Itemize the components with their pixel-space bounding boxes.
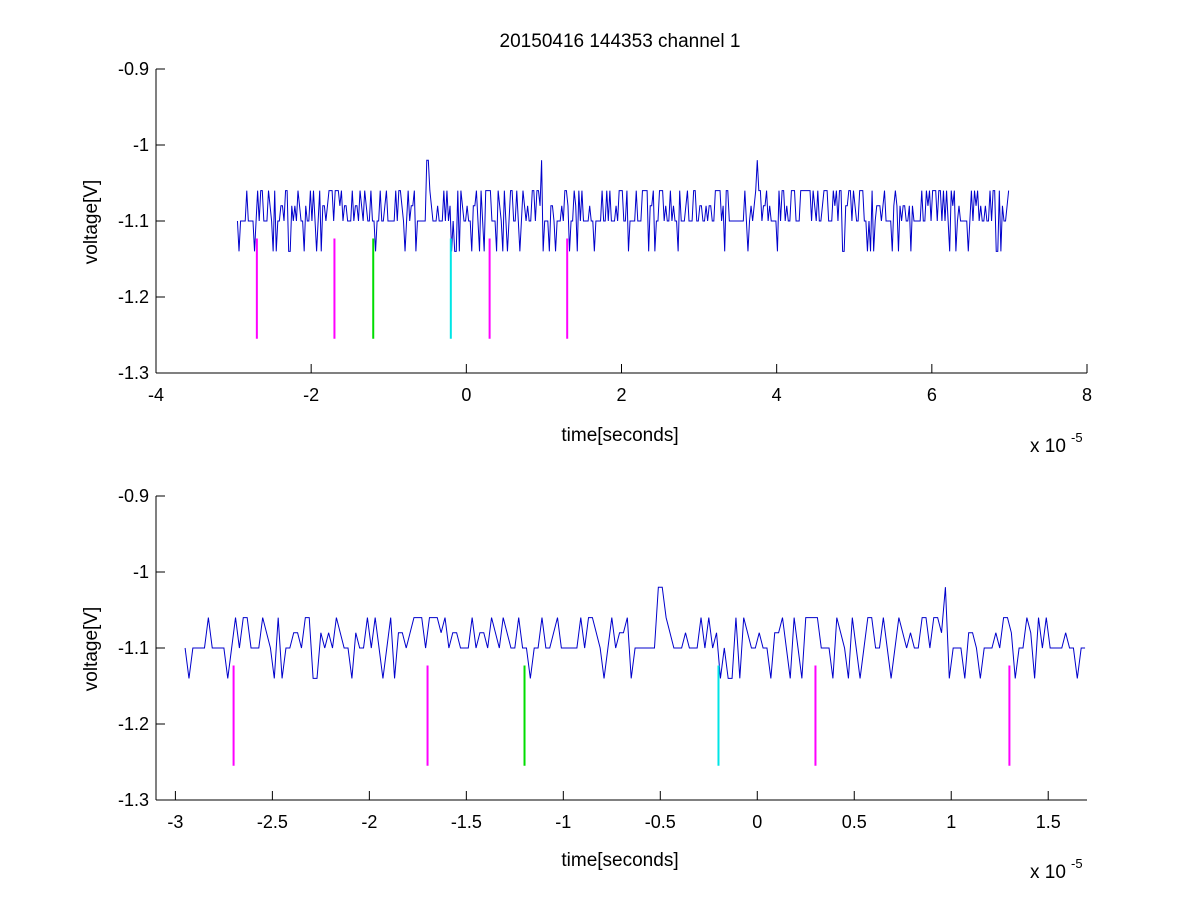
bottom-y-tick-label: -1.2 [118,714,149,734]
top-x-tick-label: 2 [616,385,626,405]
top-x-axis-label: time[seconds] [561,425,678,446]
bottom-x-tick-label: -3 [167,812,183,832]
bottom-y-axis-label: voltage[V] [81,607,102,692]
top-y-tick-label: -0.9 [118,59,149,79]
bottom-x-tick-label: -2 [361,812,377,832]
top-y-tick-label: -1.1 [118,211,149,231]
bottom-y-tick-label: -0.9 [118,486,149,506]
top-x-tick-label: 6 [927,385,937,405]
bottom-x-exponent: x 10 [1030,862,1066,883]
bottom-x-exponent-power: -5 [1071,856,1083,871]
bottom-x-tick-label: 0 [752,812,762,832]
bottom-x-tick-label: -2.5 [257,812,288,832]
bottom-plot: -3 -2.5 -2 -1.5 -1 -0.5 0 0.5 1 1.5 -1.3 -1.2 -1.1 -1… [118,486,1087,832]
bottom-x-tick-label: -1 [555,812,571,832]
top-y-axis-label: voltage[V] [81,180,102,265]
top-y-tick-label: -1.2 [118,287,149,307]
top-x-tick-label: 4 [772,385,782,405]
top-signal-line [236,159,1010,252]
top-x-exponent-power: -5 [1071,430,1083,445]
chart-title: 20150416 144353 channel 1 [500,31,741,52]
bottom-x-tick-label: 0.5 [842,812,867,832]
bottom-x-tick-label: 1.5 [1036,812,1061,832]
bottom-y-tick-label: -1.3 [118,790,149,810]
bottom-x-tick-label: -1.5 [451,812,482,832]
top-y-tick-label: -1 [133,135,149,155]
top-y-tick-label: -1.3 [118,363,149,383]
top-x-tick-label: 8 [1082,385,1092,405]
bottom-x-tick-label: 1 [946,812,956,832]
top-plot: -4 -2 0 2 4 6 8 -1.3 -1.2 -1.1 -1 -0.9 [118,59,1092,405]
top-x-tick-label: 0 [461,385,471,405]
bottom-x-axis-label: time[seconds] [561,850,678,871]
bottom-x-tick-label: -0.5 [645,812,676,832]
top-x-tick-label: -4 [148,385,164,405]
bottom-y-tick-label: -1 [133,562,149,582]
bottom-y-tick-label: -1.1 [118,638,149,658]
top-x-exponent: x 10 [1030,436,1066,457]
top-x-tick-label: -2 [303,385,319,405]
bottom-signal-line [184,586,1086,679]
